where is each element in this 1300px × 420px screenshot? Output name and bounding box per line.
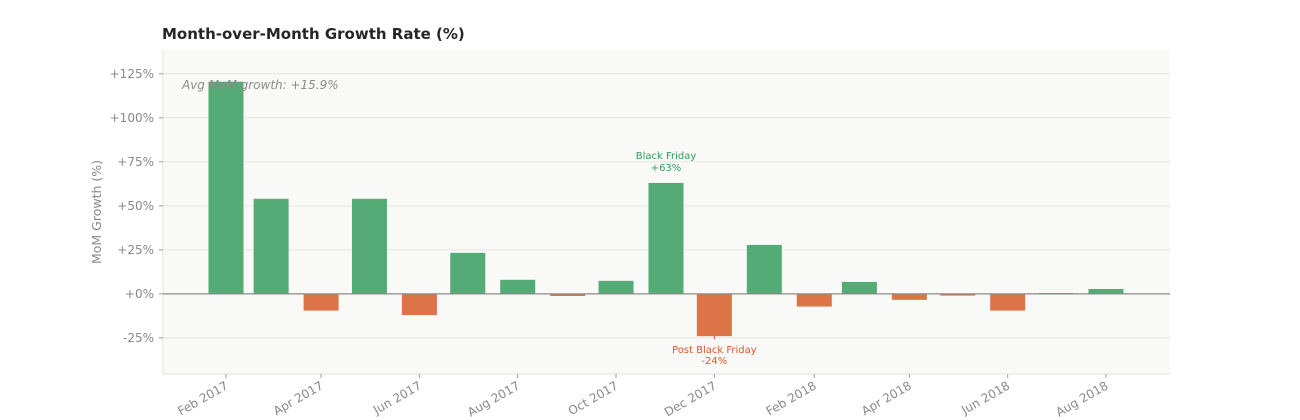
bar	[401, 293, 437, 316]
x-tick-label: Aug 2018	[1053, 378, 1110, 419]
bar	[351, 198, 387, 294]
x-tick-label: Oct 2017	[566, 378, 621, 418]
chart-title: Month-over-Month Growth Rate (%)	[162, 25, 465, 43]
x-tick-label: Aug 2017	[465, 378, 522, 419]
y-tick-label: +25%	[117, 243, 154, 257]
bar	[303, 293, 339, 311]
bar	[746, 244, 782, 294]
bar	[940, 293, 976, 296]
annotation-label: Black Friday	[636, 151, 697, 162]
x-tick-label: Feb 2017	[175, 378, 230, 418]
annotation-value: -24%	[701, 356, 727, 367]
bar	[796, 293, 832, 307]
y-tick-label: +75%	[117, 155, 154, 169]
x-tick-label: Jun 2018	[958, 378, 1012, 417]
x-tick-label: Jun 2017	[370, 378, 424, 417]
bar	[841, 281, 877, 294]
bar	[208, 81, 244, 294]
bar	[253, 198, 289, 294]
bar	[598, 280, 634, 294]
x-tick-label: Apr 2017	[271, 378, 326, 418]
y-tick-label: -25%	[123, 331, 154, 345]
bar	[990, 293, 1026, 311]
x-tick-label: Dec 2017	[662, 378, 719, 419]
y-axis-label: MoM Growth (%)	[89, 160, 104, 264]
average-growth-note: Avg MoM growth: +15.9%	[181, 78, 339, 92]
annotation-value: +63%	[651, 163, 682, 174]
x-tick-label: Feb 2018	[764, 378, 819, 418]
bar	[1088, 288, 1124, 294]
bar	[500, 279, 536, 294]
bar	[450, 252, 486, 294]
y-tick-label: +50%	[117, 199, 154, 213]
bar	[891, 293, 927, 300]
x-tick-label: Apr 2018	[859, 378, 914, 418]
bar	[550, 293, 586, 296]
bar	[696, 293, 732, 337]
annotation-label: Post Black Friday	[672, 345, 757, 356]
bar	[648, 182, 684, 294]
y-tick-label: +0%	[125, 287, 154, 301]
y-tick-label: +100%	[110, 111, 154, 125]
y-tick-label: +125%	[110, 67, 154, 81]
